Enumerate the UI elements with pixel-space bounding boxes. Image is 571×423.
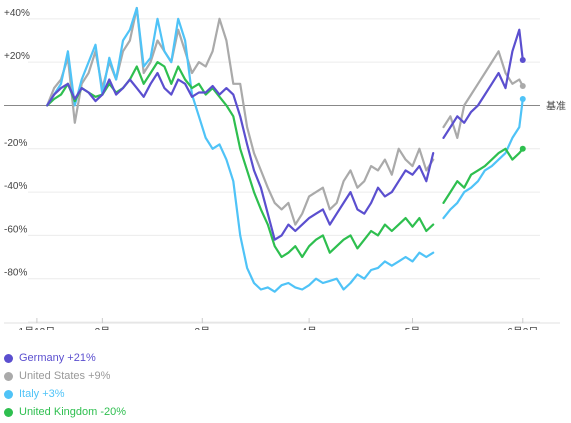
legend-label-united-states: United States +9% <box>19 370 111 382</box>
end-point-united-states <box>519 82 526 89</box>
series-line-united-states <box>442 50 524 139</box>
y-axis-ticks: +40% +20% -20% -40% -60% -80% <box>4 8 30 279</box>
series-line-italy <box>46 6 435 293</box>
series-line-germany <box>442 28 524 139</box>
legend-label-germany: Germany +21% <box>19 352 96 364</box>
y-tick-label: -20% <box>4 138 27 149</box>
x-tick-label: 5月 <box>405 326 421 330</box>
series-germany <box>46 28 526 241</box>
series-italy <box>46 6 526 293</box>
x-tick-label: 1月13日 <box>19 326 56 330</box>
end-point-united-kingdom <box>519 145 526 152</box>
y-tick-label: +40% <box>4 8 30 19</box>
legend-dot-united-kingdom <box>4 407 13 417</box>
legend-item-germany[interactable]: Germany +21% <box>4 349 126 367</box>
series-line-germany <box>46 71 435 241</box>
legend-dot-germany <box>4 353 13 363</box>
end-point-italy <box>519 95 526 102</box>
legend-label-united-kingdom: United Kingdom -20% <box>19 406 127 418</box>
line-chart: +40% +20% -20% -40% -60% -80% 1月13日 2月 3月 4月 5月 6月… <box>4 6 566 330</box>
legend-dot-united-states <box>4 371 13 381</box>
x-tick-label: 6月2日 <box>507 326 538 330</box>
legend-dot-italy <box>4 389 13 399</box>
x-tick-label: 4月 <box>301 326 317 330</box>
x-tick-label: 2月 <box>95 326 111 330</box>
legend: Germany +21% United States +9% Italy +3%… <box>4 349 126 421</box>
x-tick-label: 3月 <box>195 326 211 330</box>
end-point-germany <box>519 56 526 63</box>
grid <box>28 18 540 323</box>
y-tick-label: -80% <box>4 268 27 279</box>
y-tick-label: +20% <box>4 51 30 62</box>
y-tick-label: -40% <box>4 181 27 192</box>
series-line-united-kingdom <box>442 147 524 204</box>
series-lines <box>46 6 526 293</box>
y-tick-label: -60% <box>4 224 27 235</box>
series-line-italy <box>442 97 524 220</box>
legend-item-united-kingdom[interactable]: United Kingdom -20% <box>4 403 126 421</box>
legend-item-united-states[interactable]: United States +9% <box>4 367 126 385</box>
baseline-label: 基准 <box>546 99 566 112</box>
legend-label-italy: Italy +3% <box>19 388 65 400</box>
legend-item-italy[interactable]: Italy +3% <box>4 385 126 403</box>
x-axis-ticks: 1月13日 2月 3月 4月 5月 6月2日 <box>4 318 560 330</box>
